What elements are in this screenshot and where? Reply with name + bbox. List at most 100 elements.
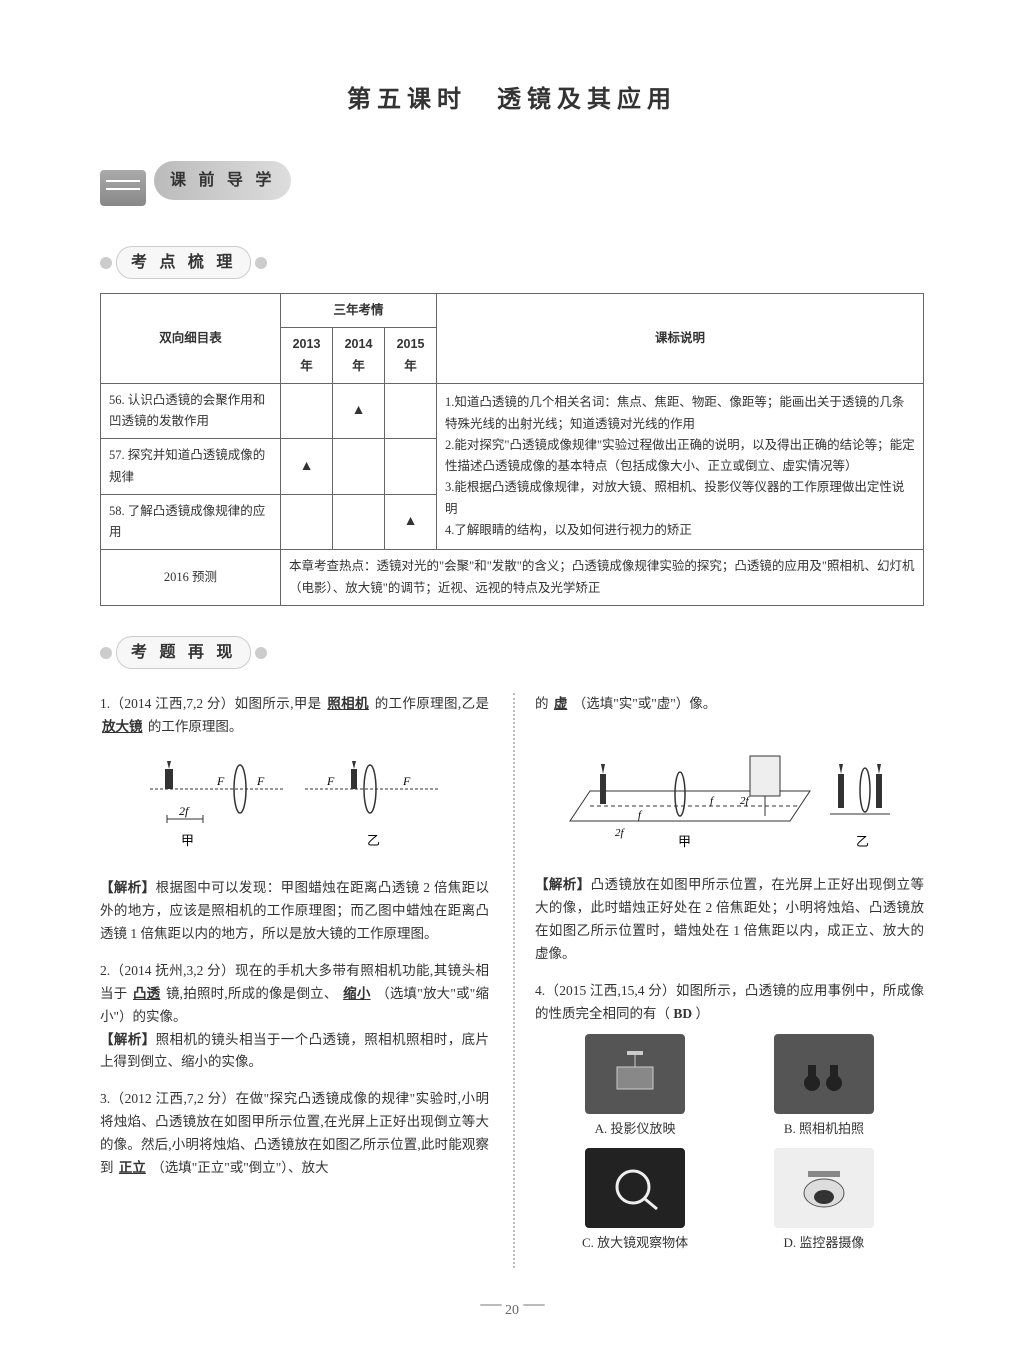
q4-options-row2: C. 放大镜观察物体 D. 监控器摄像 (535, 1148, 924, 1254)
analysis-text: 凸透镜放在如图甲所示位置，在光屏上正好出现倒立等大的像，此时蜡烛正好处在 2 倍… (535, 877, 924, 961)
svg-text:乙: 乙 (856, 834, 869, 849)
book-icon (100, 170, 146, 206)
mark-cell: ▲ (281, 439, 333, 495)
sub-banner-pastq: 考 题 再 现 (100, 636, 267, 669)
q4-stem-a: 4.（2015 江西,15,4 分）如图所示，凸透镜的应用事例中，所成像的性质完… (535, 983, 924, 1021)
q4-optA-label: A. 投影仪放映 (546, 1118, 725, 1140)
analysis-text: 根据图中可以发现：甲图蜡烛在距离凸透镜 2 倍焦距以外的地方，应该是照相机的工作… (100, 880, 489, 941)
banner-pre-class: 课 前 导 学 (154, 161, 291, 200)
standard-cell: 1.知道凸透镜的几个相关名词：焦点、焦距、物距、像距等；能画出关于透镜的几条特殊… (437, 383, 924, 550)
deco-dot-icon (255, 257, 267, 269)
analysis-text: 照相机的镜头相当于一个凸透镜，照相机照相时，底片上得到倒立、缩小的实像。 (100, 1032, 489, 1070)
q3-analysis: 【解析】凸透镜放在如图甲所示位置，在光屏上正好出现倒立等大的像，此时蜡烛正好处在… (535, 874, 924, 966)
mark-cell (385, 383, 437, 439)
svg-text:2f: 2f (615, 827, 626, 839)
q1-blank2: 放大镜 (100, 719, 145, 734)
svg-text:F: F (256, 774, 265, 788)
question-4: 4.（2015 江西,15,4 分）如图所示，凸透镜的应用事例中，所成像的性质完… (535, 980, 924, 1254)
q2-analysis: 【解析】照相机的镜头相当于一个凸透镜，照相机照相时，底片上得到倒立、缩小的实像。 (100, 1029, 489, 1075)
q4-optD-label: D. 监控器摄像 (735, 1232, 914, 1254)
q1-label-jia: 甲 (181, 833, 194, 848)
magnifier-icon (585, 1148, 685, 1228)
q4-stem-b: ） (696, 1006, 710, 1021)
q1-stem-b: 的工作原理图,乙是 (375, 696, 489, 711)
q1-label-yi: 乙 (367, 833, 380, 848)
analysis-label: 【解析】 (100, 1032, 156, 1047)
q4-optB-label: B. 照相机拍照 (735, 1118, 914, 1140)
camera-icon (774, 1034, 874, 1114)
subbanner-label: 考 题 再 现 (116, 636, 251, 669)
q4-option-c: C. 放大镜观察物体 (546, 1148, 725, 1254)
mark-cell (281, 383, 333, 439)
page-number-value: 20 (505, 1303, 519, 1318)
flourish-icon (523, 1298, 545, 1314)
col-twoway: 双向细目表 (101, 294, 281, 384)
q2-blank1: 凸透 (131, 986, 162, 1001)
topic-cell: 58. 了解凸透镜成像规律的应用 (101, 494, 281, 550)
q3-stem-b: （选填"正立"或"倒立"）、放大 (151, 1160, 328, 1175)
syllabus-table: 双向细目表 三年考情 课标说明 2013 年 2014 年 2015 年 56.… (100, 293, 924, 606)
questions-two-col: 1.（2014 江西,7,2 分）如图所示,甲是 照相机 的工作原理图,乙是 放… (100, 693, 924, 1268)
q3-blank1: 正立 (117, 1160, 148, 1175)
mark-cell: ▲ (333, 383, 385, 439)
col-threeyear: 三年考情 (281, 294, 437, 328)
svg-text:甲: 甲 (678, 834, 691, 849)
flourish-icon (480, 1298, 502, 1314)
col-y3: 2015 年 (385, 328, 437, 384)
table-forecast-row: 2016 预测 本章考查热点：透镜对光的"会聚"和"发散"的含义；凸透镜成像规律… (101, 550, 924, 606)
q1-blank1: 照相机 (325, 696, 371, 711)
q1-analysis: 【解析】根据图中可以发现：甲图蜡烛在距离凸透镜 2 倍焦距以外的地方，应该是照相… (100, 877, 489, 946)
analysis-label: 【解析】 (535, 877, 591, 892)
col-y2: 2014 年 (333, 328, 385, 384)
svg-text:2f: 2f (740, 795, 751, 807)
q2-blank2: 缩小 (341, 986, 372, 1001)
q1-figure: F F 2f 甲 F F 乙 (100, 749, 489, 867)
q4-option-b: B. 照相机拍照 (735, 1034, 914, 1140)
q3-blank2: 虚 (552, 696, 570, 711)
svg-text:F: F (326, 774, 335, 788)
mark-cell (333, 494, 385, 550)
deco-dot-icon (100, 257, 112, 269)
q3-cont-after: （选填"实"或"虚"）像。 (573, 696, 717, 711)
deco-dot-icon (255, 647, 267, 659)
q1-stem-c: 的工作原理图。 (148, 719, 243, 734)
svg-text:F: F (216, 774, 225, 788)
table-header-row: 双向细目表 三年考情 课标说明 (101, 294, 924, 328)
question-3-part1: 3.（2012 江西,7,2 分）在做"探究凸透镜成像的规律"实验时,小明将烛焰… (100, 1088, 489, 1180)
svg-text:f: f (638, 809, 643, 821)
mark-cell (385, 439, 437, 495)
q4-options-row1: A. 投影仪放映 B. 照相机拍照 (535, 1034, 924, 1140)
q4-option-a: A. 投影仪放映 (546, 1034, 725, 1140)
mark-cell (281, 494, 333, 550)
topic-cell: 57. 探究并知道凸透镜成像的规律 (101, 439, 281, 495)
subbanner-label: 考 点 梳 理 (116, 246, 251, 279)
question-1: 1.（2014 江西,7,2 分）如图所示,甲是 照相机 的工作原理图,乙是 放… (100, 693, 489, 946)
q1-stem-a: 1.（2014 江西,7,2 分）如图所示,甲是 (100, 696, 322, 711)
forecast-text: 本章考查热点：透镜对光的"会聚"和"发散"的含义；凸透镜成像规律实验的探究；凸透… (281, 550, 924, 606)
mark-cell: ▲ (385, 494, 437, 550)
svg-text:2f: 2f (179, 804, 190, 818)
sub-banner-keypoints: 考 点 梳 理 (100, 246, 267, 279)
forecast-label: 2016 预测 (101, 550, 281, 606)
q4-answer: BD (673, 1006, 692, 1021)
q4-optC-label: C. 放大镜观察物体 (546, 1232, 725, 1254)
left-column: 1.（2014 江西,7,2 分）如图所示,甲是 照相机 的工作原理图,乙是 放… (100, 693, 489, 1268)
projector-icon (585, 1034, 685, 1114)
q3-cont-top: 的 (535, 696, 549, 711)
svg-text:F: F (402, 774, 411, 788)
q3-figure: f f 2f 2f 甲 乙 (535, 726, 924, 864)
page-number: 20 (100, 1298, 924, 1323)
col-y1: 2013 年 (281, 328, 333, 384)
mark-cell (333, 439, 385, 495)
question-3-part2: 的 虚 （选填"实"或"虚"）像。 (535, 693, 924, 966)
deco-dot-icon (100, 647, 112, 659)
question-2: 2.（2014 抚州,3,2 分）现在的手机大多带有照相机功能,其镜头相当于 凸… (100, 960, 489, 1075)
col-standard: 课标说明 (437, 294, 924, 384)
table-row: 56. 认识凸透镜的会聚作用和凹透镜的发散作用 ▲ 1.知道凸透镜的几个相关名词… (101, 383, 924, 439)
cctv-icon (774, 1148, 874, 1228)
q4-option-d: D. 监控器摄像 (735, 1148, 914, 1254)
topic-cell: 56. 认识凸透镜的会聚作用和凹透镜的发散作用 (101, 383, 281, 439)
q2-stem-b: 镜,拍照时,所成的像是倒立、 (166, 986, 338, 1001)
page-title: 第五课时 透镜及其应用 (100, 80, 924, 121)
pre-class-banner: 课 前 导 学 (100, 161, 924, 216)
